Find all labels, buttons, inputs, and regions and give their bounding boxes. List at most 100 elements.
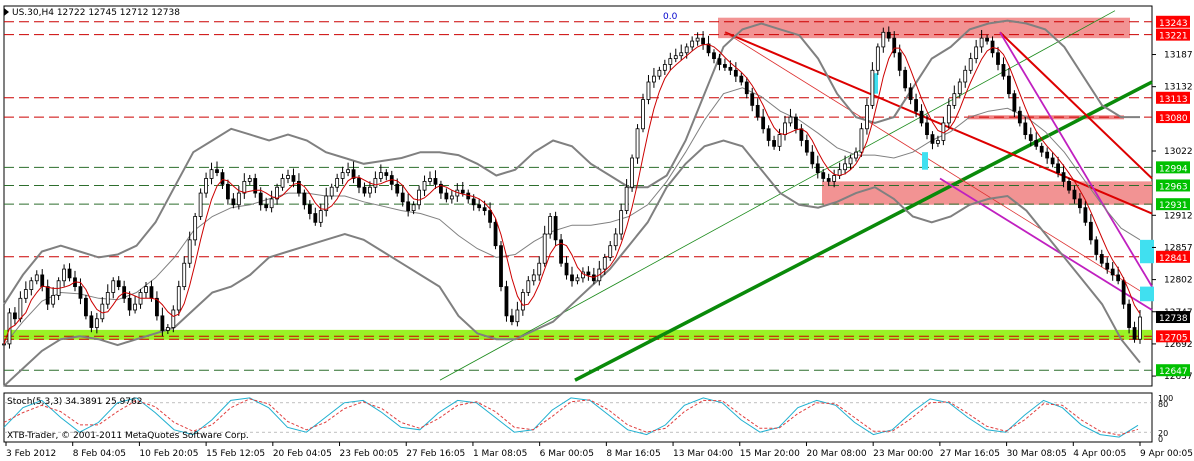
candle-body — [499, 245, 503, 288]
candle-body — [1056, 163, 1060, 174]
candle-body — [646, 81, 651, 100]
candle-body — [417, 189, 421, 206]
candle-body — [1121, 280, 1126, 305]
candle-body — [18, 297, 23, 320]
level-label-bg — [1156, 364, 1190, 377]
candle-body — [1083, 207, 1088, 223]
candle-body — [29, 280, 34, 290]
candle-body — [510, 315, 514, 323]
candle-body — [1028, 134, 1033, 141]
candle-body — [559, 239, 563, 264]
candle-body — [826, 178, 831, 182]
candle-body — [78, 286, 83, 299]
candle-body — [892, 37, 897, 54]
y-tick-label: 13132 — [1164, 83, 1193, 93]
x-label: 10 Feb 20:05 — [139, 449, 198, 459]
candle-body — [67, 268, 72, 279]
candle-body — [1078, 198, 1082, 209]
candle-body — [215, 169, 219, 174]
candle-body — [34, 274, 39, 282]
level-label-12841: 12841 — [1159, 254, 1188, 264]
candle-body — [815, 163, 820, 174]
candle-body — [45, 286, 50, 305]
candle-body — [1050, 157, 1055, 165]
candle-body — [761, 116, 766, 130]
candle-body — [1127, 303, 1131, 328]
x-label: 15 Feb 12:05 — [206, 449, 265, 459]
candle-body — [564, 262, 569, 276]
x-label: 27 Mar 16:05 — [940, 449, 1000, 459]
candle-body — [111, 280, 116, 293]
candle-body — [843, 163, 847, 171]
candle-body — [1088, 221, 1093, 241]
candle-body — [946, 104, 951, 124]
candle-body — [1105, 262, 1110, 270]
candle-body — [586, 271, 591, 276]
candle-body — [198, 192, 203, 217]
candle-body — [630, 157, 634, 188]
candle-body — [750, 93, 755, 106]
candle-body — [94, 318, 99, 328]
candle-body — [531, 274, 536, 282]
candle-body — [504, 286, 509, 317]
candle-body — [89, 315, 94, 328]
y-tick-label: 13022 — [1164, 147, 1193, 157]
candle-body — [351, 169, 356, 179]
candle-body — [641, 99, 645, 130]
candle-body — [439, 183, 443, 194]
moving-average — [3, 44, 1141, 345]
candle-body — [865, 104, 869, 130]
candle-body — [936, 140, 940, 144]
candle-body — [324, 195, 329, 212]
x-label: 23 Mar 00:00 — [873, 449, 933, 459]
candle-body — [144, 286, 148, 293]
level-label-bg — [1156, 250, 1190, 263]
candle-body — [570, 274, 574, 282]
candle-body — [679, 52, 684, 57]
copyright-text: XTB-Trader, © 2001-2011 MetaQuotes Softw… — [7, 431, 249, 441]
candle-body — [810, 151, 815, 165]
red-trendline-1 — [724, 31, 1153, 215]
candle-body — [1012, 93, 1017, 112]
candle-body — [444, 192, 449, 200]
candle-body — [362, 186, 367, 194]
candle-body — [870, 69, 875, 106]
candle-body — [493, 221, 498, 247]
candle-body — [957, 81, 962, 95]
candle-body — [766, 128, 771, 141]
candle-body — [160, 315, 165, 331]
candle-body — [1001, 64, 1006, 77]
x-label: 13 Mar 04:00 — [673, 449, 733, 459]
y-tick-label: 12637 — [1164, 372, 1193, 382]
candle-body — [242, 180, 247, 194]
candle-body — [1138, 316, 1142, 340]
candle-body — [668, 58, 673, 65]
candle-body — [591, 274, 596, 282]
candle-body — [739, 75, 744, 83]
candle-body — [1094, 239, 1099, 255]
candle-body — [357, 178, 361, 188]
candle-body — [226, 183, 230, 200]
candle-body — [395, 183, 400, 194]
x-label: 15 Mar 20:00 — [740, 449, 800, 459]
candle-body — [755, 104, 760, 118]
candle-body — [744, 81, 749, 95]
candle-body — [608, 245, 613, 258]
candle-body — [155, 297, 159, 317]
cyan-box-4 — [922, 152, 928, 170]
candle-body — [264, 204, 269, 209]
candle-body — [619, 210, 624, 235]
candle-body — [875, 46, 880, 71]
x-label: 23 Feb 00:05 — [340, 449, 399, 459]
candle-body — [848, 157, 853, 165]
candle-body — [269, 198, 274, 209]
candle-body — [247, 178, 252, 182]
candle-body — [537, 262, 542, 276]
candle-body — [105, 292, 110, 305]
cyan-box-3 — [872, 73, 878, 94]
candle-body — [23, 289, 28, 299]
candle-body — [116, 280, 121, 288]
candle-body — [51, 294, 56, 305]
level-label-13243: 13243 — [1159, 19, 1188, 29]
